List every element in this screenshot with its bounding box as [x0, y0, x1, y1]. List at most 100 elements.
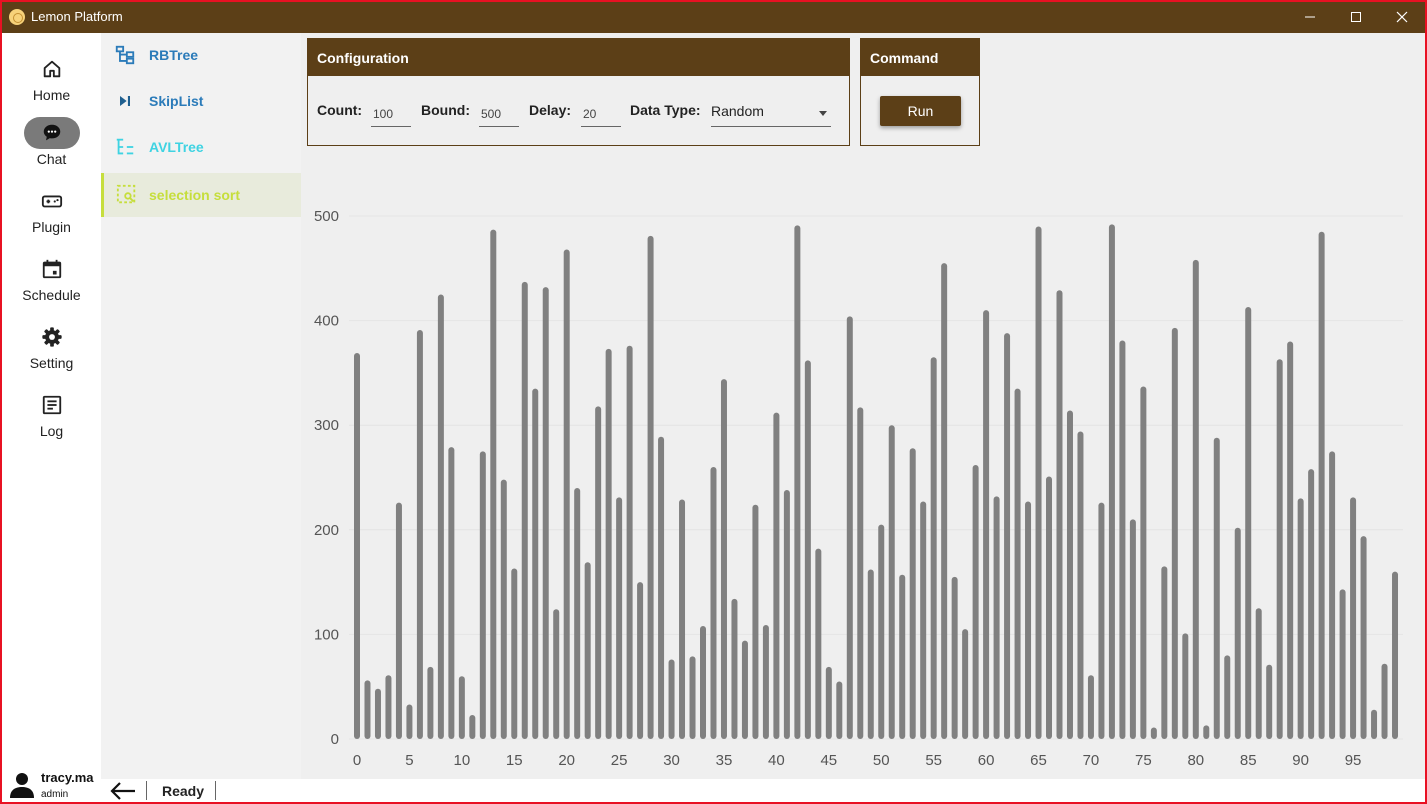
y-tick-label: 500 [314, 208, 339, 225]
bar [469, 714, 476, 739]
bar [521, 281, 528, 739]
nav-item-setting[interactable]: Setting [2, 321, 101, 385]
minimize-button[interactable] [1287, 0, 1333, 33]
x-tick-label: 85 [1240, 752, 1257, 769]
bar [542, 287, 549, 739]
x-tick-label: 25 [611, 752, 628, 769]
bar [595, 406, 602, 739]
bar [962, 629, 969, 739]
avl-tree-icon [101, 136, 149, 158]
x-tick-label: 30 [663, 752, 680, 769]
back-button[interactable] [108, 781, 138, 801]
bar [752, 504, 759, 739]
app-title: Lemon Platform [31, 9, 123, 24]
count-input[interactable]: 100 [371, 101, 411, 127]
x-tick-label: 35 [716, 752, 733, 769]
title-bar: Lemon Platform [0, 0, 1427, 33]
bar [1014, 388, 1021, 739]
bar [364, 680, 371, 739]
bar [1035, 226, 1042, 740]
bar [385, 675, 392, 739]
x-tick-label: 80 [1187, 752, 1204, 769]
bar [416, 330, 423, 739]
bar [878, 524, 885, 739]
bar [1329, 451, 1336, 739]
bar [1129, 519, 1136, 739]
bar [1350, 497, 1357, 739]
bar [857, 407, 864, 739]
bar [710, 467, 717, 739]
bar [983, 310, 990, 739]
bar [1066, 410, 1073, 739]
y-tick-label: 300 [314, 417, 339, 434]
gamepad-icon [24, 185, 80, 217]
nav-label: Home [32, 87, 71, 103]
bar [500, 479, 507, 739]
bar [1077, 431, 1084, 739]
close-button[interactable] [1379, 0, 1425, 33]
x-tick-label: 90 [1292, 752, 1309, 769]
maximize-icon [1351, 11, 1361, 22]
user-role: admin [41, 789, 69, 800]
bar-chart: 0 100 200 300 400 500 0 5 10 15 20 25 30 35 40 45 50 55 60… [314, 208, 1403, 769]
bar [1171, 327, 1178, 739]
bar [1056, 290, 1063, 739]
bar [458, 676, 465, 739]
command-title: Command [861, 39, 979, 76]
bar [1025, 501, 1032, 739]
status-separator [146, 781, 147, 800]
bar [1098, 502, 1105, 739]
nav-label: Setting [29, 355, 74, 371]
command-panel: Command Run [860, 38, 980, 146]
count-label: Count: [317, 102, 363, 118]
bar [1224, 655, 1231, 739]
bar [553, 609, 560, 739]
home-icon [24, 53, 80, 85]
x-tick-label: 65 [1030, 752, 1047, 769]
data-type-select[interactable]: Random [711, 101, 831, 127]
x-tick-label: 15 [506, 752, 523, 769]
bar [658, 436, 665, 739]
x-tick-label: 40 [768, 752, 785, 769]
nav-item-log[interactable]: Log [2, 389, 101, 453]
bar [605, 348, 612, 739]
run-button[interactable]: Run [880, 96, 961, 126]
bar [406, 704, 413, 739]
subnav-item-selection-sort[interactable]: selection sort [101, 173, 301, 217]
nav-item-schedule[interactable]: Schedule [2, 253, 101, 317]
x-tick-label: 75 [1135, 752, 1152, 769]
subnav-item-rbtree[interactable]: RBTree [101, 33, 301, 77]
bar [825, 666, 832, 739]
nav-item-home[interactable]: Home [2, 53, 101, 117]
subnav-item-avltree[interactable]: AVLTree [101, 125, 301, 169]
bar [354, 353, 360, 739]
maximize-button[interactable] [1333, 0, 1379, 33]
bar [532, 388, 539, 739]
gear-icon [24, 321, 80, 353]
x-tick-label: 55 [925, 752, 942, 769]
bar [427, 666, 434, 739]
y-tick-label: 0 [331, 731, 339, 748]
bar [888, 425, 895, 739]
data-type-label: Data Type: [630, 102, 701, 118]
delay-input[interactable]: 20 [581, 101, 621, 127]
nav-label: Log [39, 423, 64, 439]
bar [1287, 341, 1294, 739]
bar [1087, 675, 1094, 739]
bar [668, 659, 675, 739]
bar [920, 501, 927, 739]
y-tick-label: 100 [314, 626, 339, 643]
bar [647, 235, 654, 739]
nav-item-chat[interactable]: Chat [2, 117, 101, 181]
bar [637, 582, 644, 739]
x-tick-label: 95 [1345, 752, 1362, 769]
bar [899, 574, 906, 739]
subnav-item-skiplist[interactable]: SkipList [101, 79, 301, 123]
nav-item-plugin[interactable]: Plugin [2, 185, 101, 249]
bound-input[interactable]: 500 [479, 101, 519, 127]
bar [1381, 663, 1388, 739]
subnav-label: selection sort [149, 187, 241, 203]
bar [1371, 709, 1378, 739]
bar [1182, 633, 1189, 739]
nav-label: Schedule [22, 287, 81, 303]
